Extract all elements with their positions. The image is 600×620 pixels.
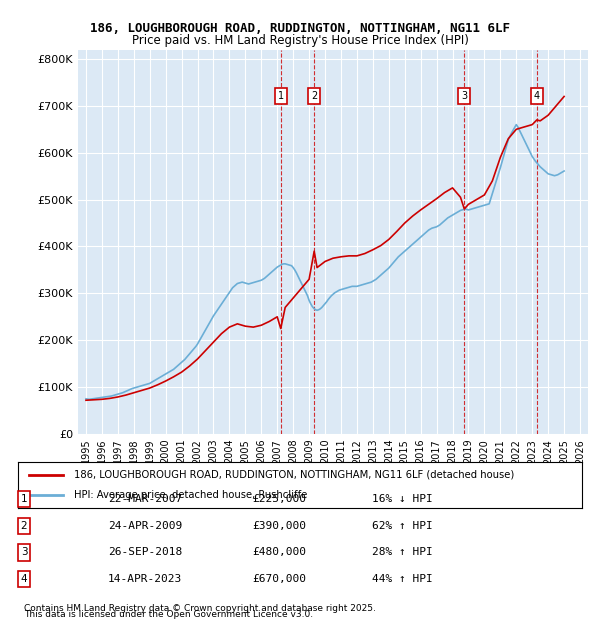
Text: 4: 4 xyxy=(20,574,28,584)
Text: 2: 2 xyxy=(20,521,28,531)
Text: £670,000: £670,000 xyxy=(252,574,306,584)
Text: 24-APR-2009: 24-APR-2009 xyxy=(108,521,182,531)
Text: This data is licensed under the Open Government Licence v3.0.: This data is licensed under the Open Gov… xyxy=(24,610,313,619)
Text: 62% ↑ HPI: 62% ↑ HPI xyxy=(372,521,433,531)
Text: 14-APR-2023: 14-APR-2023 xyxy=(108,574,182,584)
Text: £390,000: £390,000 xyxy=(252,521,306,531)
Text: HPI: Average price, detached house, Rushcliffe: HPI: Average price, detached house, Rush… xyxy=(74,490,308,500)
Text: 3: 3 xyxy=(20,547,28,557)
Text: 1: 1 xyxy=(20,494,28,504)
Text: 44% ↑ HPI: 44% ↑ HPI xyxy=(372,574,433,584)
Text: 28% ↑ HPI: 28% ↑ HPI xyxy=(372,547,433,557)
Text: 2: 2 xyxy=(311,91,317,100)
Text: 4: 4 xyxy=(534,91,540,100)
Text: 186, LOUGHBOROUGH ROAD, RUDDINGTON, NOTTINGHAM, NG11 6LF: 186, LOUGHBOROUGH ROAD, RUDDINGTON, NOTT… xyxy=(90,22,510,35)
Text: 26-SEP-2018: 26-SEP-2018 xyxy=(108,547,182,557)
Text: Contains HM Land Registry data © Crown copyright and database right 2025.: Contains HM Land Registry data © Crown c… xyxy=(24,603,376,613)
Text: 22-MAR-2007: 22-MAR-2007 xyxy=(108,494,182,504)
Text: 3: 3 xyxy=(461,91,467,100)
Text: £480,000: £480,000 xyxy=(252,547,306,557)
Text: Price paid vs. HM Land Registry's House Price Index (HPI): Price paid vs. HM Land Registry's House … xyxy=(131,34,469,47)
Text: 186, LOUGHBOROUGH ROAD, RUDDINGTON, NOTTINGHAM, NG11 6LF (detached house): 186, LOUGHBOROUGH ROAD, RUDDINGTON, NOTT… xyxy=(74,470,515,480)
Text: 16% ↓ HPI: 16% ↓ HPI xyxy=(372,494,433,504)
Text: £225,000: £225,000 xyxy=(252,494,306,504)
Text: 1: 1 xyxy=(278,91,284,100)
